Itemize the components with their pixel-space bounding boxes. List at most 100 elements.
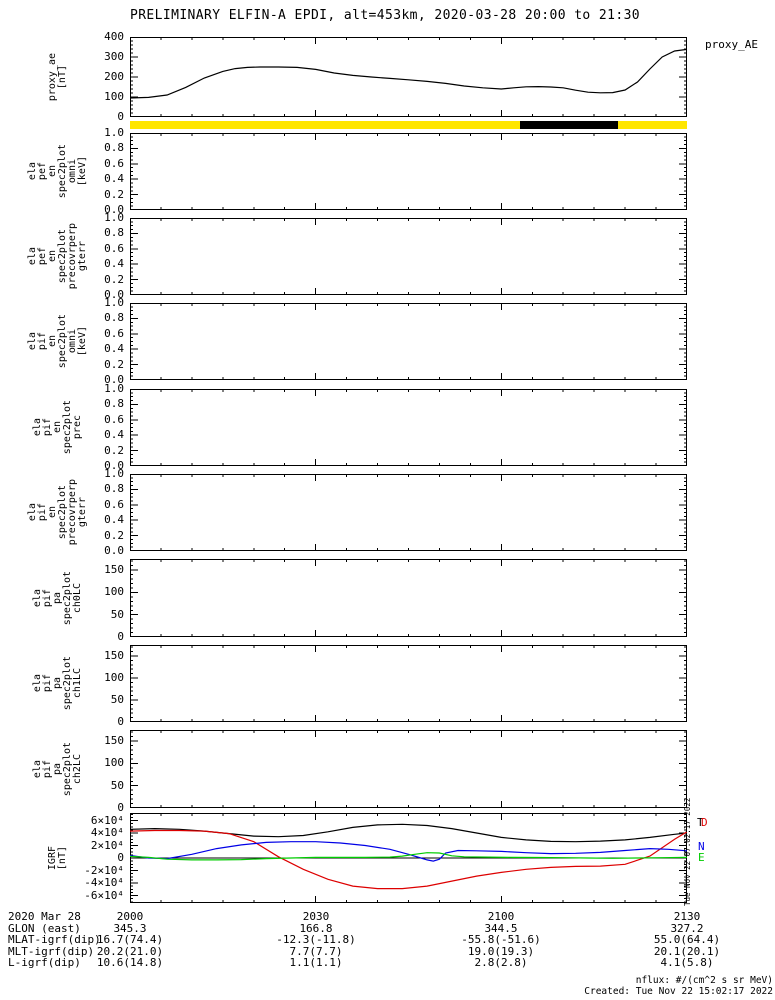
panel-ela-pif-en-spec2plot-precovrperp-gterr <box>130 474 687 551</box>
annotation-value: 55.0(64.4) <box>653 933 721 946</box>
series-D <box>130 829 687 890</box>
panel-y-label-line: ch2LC <box>72 753 83 785</box>
annotation-value: 166.8 <box>299 921 333 935</box>
footer-units-label: nflux: #/(cm^2 s sr MeV) <box>635 975 773 986</box>
y-tick-label: 1.0 <box>104 126 124 139</box>
panel-y-label: ela pef en spec2plot omni [keV] <box>24 133 92 210</box>
series-proxy_AE <box>130 48 687 99</box>
y-tick-label: 0.2 <box>104 357 124 371</box>
annotation-row-label: L-igrf(dip) <box>8 956 81 969</box>
panel-y-label-line: ch0LC <box>72 582 83 614</box>
y-tick-label: 0.8 <box>104 397 124 411</box>
panel-y-label: ela pif en spec2plot omni [keV] <box>24 303 92 380</box>
y-tick-label: 100 <box>104 671 124 684</box>
panel-ela-pef-en-spec2plot-omni <box>130 133 687 210</box>
y-tick-label: 1.0 <box>104 296 124 309</box>
y-tick-label: 0.2 <box>104 443 124 457</box>
panel-y-label-line: [keV] <box>77 326 88 357</box>
annotation-value: 19.0(19.3) <box>467 944 535 958</box>
y-tick-label: 100 <box>104 90 124 103</box>
y-tick-label: 50 <box>110 778 124 792</box>
panel-y-label-line: gterr <box>77 241 88 272</box>
y-tick-label: -4×10⁴ <box>84 876 124 889</box>
y-tick-label: 0.2 <box>104 272 124 286</box>
annotation-value: 327.2 <box>670 921 704 935</box>
y-tick-label: 100 <box>104 585 124 599</box>
panel-ela-pif-pa-spec2plot-ch2LC <box>130 730 687 808</box>
annotation-value: 1.1(1.1) <box>289 956 343 969</box>
y-tick-label: 4×10⁴ <box>90 826 124 839</box>
y-tick-label: 0.6 <box>104 156 124 170</box>
x-tick-label: 2030 <box>302 910 330 923</box>
panel-y-label: ela pef en spec2plot precovrperp gterr <box>24 218 92 295</box>
panel-ela-pif-en-spec2plot-omni <box>130 303 687 380</box>
panel-canvas-proxy-ae <box>130 37 687 117</box>
y-tick-label: 0 <box>117 715 124 728</box>
panel-canvas-ela-pif-pa-spec2plot-ch0LC <box>130 559 687 637</box>
panel-y-label: ela pif en spec2plot precovrperp gterr <box>24 474 92 551</box>
annotation-value: 7.7(7.7) <box>289 944 343 958</box>
annotation-value: 20.2(21.0) <box>96 944 164 958</box>
y-tick-label: 0.8 <box>104 141 124 155</box>
y-tick-label: 0.4 <box>104 428 124 442</box>
panel-canvas-igrf <box>130 813 687 903</box>
y-tick-label: 0 <box>117 110 124 123</box>
y-tick-label: 0.0 <box>104 544 124 557</box>
panel-ela-pif-pa-spec2plot-ch1LC <box>130 645 687 722</box>
side-timestamp: Tue Nov 22 07:02:17 2022 <box>683 797 692 906</box>
y-tick-label: 0.0 <box>104 459 124 472</box>
panel-canvas-ela-pef-en-spec2plot-precovrperp-gterr <box>130 218 687 295</box>
y-tick-label: 50 <box>110 693 124 706</box>
y-tick-label: -6×10⁴ <box>84 888 124 902</box>
annotation-value: 345.3 <box>113 921 147 935</box>
panel-canvas-ela-pif-en-spec2plot-prec <box>130 389 687 466</box>
proxy-ae-series-label: proxy_AE <box>705 38 758 51</box>
panel-y-label: ela pif pa spec2plot ch0LC <box>24 559 92 637</box>
panel-canvas-ela-pif-en-spec2plot-precovrperp-gterr <box>130 474 687 551</box>
y-tick-label: 0.4 <box>104 172 124 186</box>
y-tick-label: 0.6 <box>104 326 124 340</box>
y-tick-label: 0.0 <box>104 288 124 301</box>
x-tick-label: 2130 <box>673 910 701 923</box>
y-tick-label: 0.8 <box>104 226 124 240</box>
y-tick-label: 200 <box>104 70 124 83</box>
annotation-row-label: MLAT-igrf(dip) <box>8 933 101 946</box>
footer-created-label: Created: Tue Nov 22 15:02:17 2022 <box>584 986 773 997</box>
series-N <box>130 841 687 862</box>
panel-y-label: IGRF [nT] <box>24 813 92 903</box>
panel-proxy-ae <box>130 37 687 117</box>
y-tick-label: 0.4 <box>104 257 124 271</box>
panel-canvas-ela-pif-en-spec2plot-omni <box>130 303 687 380</box>
panel-canvas-ela-pef-en-spec2plot-omni <box>130 133 687 210</box>
series-E <box>130 852 687 861</box>
y-tick-label: 0 <box>117 801 124 814</box>
orbit-band-segment <box>130 121 520 129</box>
annotation-value: 4.1(5.8) <box>660 956 714 969</box>
panel-y-label-line: gterr <box>77 497 88 528</box>
y-tick-label: 0.2 <box>104 187 124 201</box>
y-tick-label: 400 <box>104 30 124 43</box>
y-tick-label: 150 <box>104 563 124 577</box>
legend-D: D <box>701 816 708 829</box>
annotation-value: 10.6(14.8) <box>96 956 164 969</box>
annotation-row-label: MLT-igrf(dip) <box>8 944 95 958</box>
y-tick-label: 0.6 <box>104 497 124 511</box>
panel-ela-pif-en-spec2plot-prec <box>130 389 687 466</box>
annotation-value: 2.8(2.8) <box>474 956 528 969</box>
y-tick-label: 0.4 <box>104 513 124 527</box>
panel-y-label-line: prec <box>72 415 83 440</box>
y-tick-label: 150 <box>104 649 124 662</box>
panel-igrf <box>130 813 687 903</box>
legend-T: T <box>697 816 704 829</box>
annotation-value: 20.1(20.1) <box>653 944 721 958</box>
panel-canvas-ela-pif-pa-spec2plot-ch1LC <box>130 645 687 722</box>
legend-E: E <box>698 851 705 864</box>
y-tick-label: 0 <box>117 630 124 643</box>
y-tick-label: 300 <box>104 50 124 63</box>
y-tick-label: 1.0 <box>104 211 124 224</box>
annotation-value: 344.5 <box>484 921 518 935</box>
panel-y-label-line: [nT] <box>57 64 68 90</box>
y-tick-label: 0.6 <box>104 241 124 255</box>
annotation-value: 16.7(74.4) <box>96 933 164 946</box>
